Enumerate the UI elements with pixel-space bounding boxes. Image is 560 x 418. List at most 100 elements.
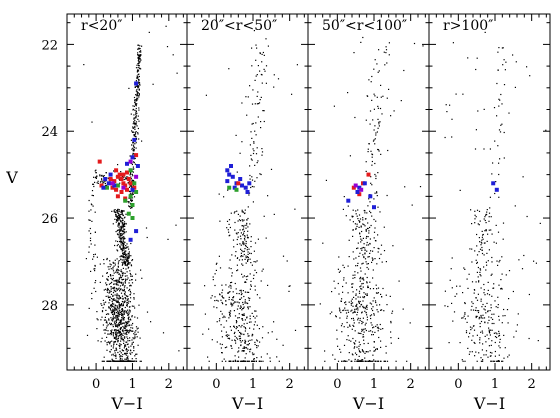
star-point	[291, 93, 293, 95]
star-point	[349, 325, 351, 327]
star-point	[131, 144, 133, 146]
star-point	[112, 270, 115, 272]
star-point	[368, 198, 370, 200]
star-point	[122, 259, 124, 261]
star-point	[359, 267, 362, 269]
highlight-point	[115, 183, 120, 188]
star-point	[129, 352, 131, 354]
star-point	[367, 205, 369, 207]
star-point	[120, 288, 122, 290]
star-point	[109, 342, 111, 344]
star-point	[480, 360, 482, 362]
star-point	[372, 288, 375, 290]
star-point	[88, 219, 90, 221]
star-point	[237, 360, 239, 362]
star-point	[111, 302, 114, 304]
star-point	[241, 350, 243, 352]
star-point	[114, 330, 116, 332]
star-point	[139, 45, 141, 47]
star-point	[470, 309, 472, 311]
star-point	[128, 319, 130, 321]
star-point	[255, 134, 257, 136]
star-point	[122, 247, 125, 249]
star-point	[366, 281, 368, 283]
star-point	[117, 217, 119, 219]
star-point	[96, 182, 98, 184]
star-point	[220, 299, 222, 301]
star-point	[242, 314, 244, 316]
star-point	[178, 350, 180, 352]
star-point	[237, 338, 239, 340]
star-point	[494, 300, 496, 302]
star-point	[124, 330, 126, 332]
star-point	[133, 142, 135, 144]
star-point	[219, 343, 221, 345]
star-point	[371, 164, 373, 166]
highlight-point	[130, 187, 135, 192]
star-point	[363, 336, 365, 338]
star-point	[90, 243, 92, 245]
star-point	[101, 310, 104, 312]
highlight-point	[234, 187, 239, 192]
star-point	[362, 286, 364, 288]
star-point	[233, 310, 235, 312]
star-point	[242, 360, 244, 362]
star-point	[372, 306, 374, 308]
star-point	[123, 236, 125, 238]
star-point	[249, 144, 251, 146]
star-point	[113, 342, 115, 344]
star-point	[375, 177, 377, 180]
star-point	[484, 335, 486, 337]
star-point	[241, 309, 243, 311]
star-point	[128, 309, 131, 311]
star-point	[354, 308, 356, 310]
star-point	[131, 186, 133, 188]
star-point	[122, 262, 124, 264]
star-point	[123, 286, 126, 288]
star-point	[364, 252, 366, 254]
star-point	[216, 299, 218, 301]
star-point	[240, 360, 243, 362]
star-point	[214, 273, 216, 275]
highlight-point	[128, 168, 133, 173]
star-point	[358, 350, 360, 352]
field-stars	[444, 31, 547, 362]
star-point	[227, 229, 229, 231]
star-point	[109, 260, 111, 262]
star-point	[248, 321, 251, 323]
star-point	[358, 255, 360, 257]
star-point	[115, 214, 117, 216]
star-point	[115, 354, 117, 356]
star-point	[252, 354, 254, 356]
star-point	[235, 134, 237, 136]
star-point	[350, 310, 352, 312]
star-point	[137, 52, 139, 54]
star-point	[241, 102, 243, 104]
star-point	[370, 303, 373, 305]
star-point	[128, 330, 130, 332]
star-point	[364, 360, 366, 362]
star-point	[135, 85, 137, 87]
star-point	[121, 275, 123, 277]
star-point	[497, 51, 499, 53]
star-point	[351, 302, 354, 304]
star-point	[241, 211, 243, 213]
star-point	[383, 310, 385, 312]
star-point	[257, 91, 259, 93]
star-point	[356, 354, 358, 356]
highlight-stars	[491, 181, 499, 192]
star-point	[129, 285, 131, 287]
star-point	[466, 278, 468, 280]
star-point	[118, 313, 120, 315]
star-point	[234, 340, 237, 342]
star-point	[375, 292, 378, 294]
star-point	[117, 300, 119, 302]
star-point	[120, 221, 122, 223]
star-point	[119, 281, 121, 283]
star-point	[122, 219, 124, 221]
star-point	[367, 285, 369, 287]
star-point	[132, 149, 134, 152]
star-point	[253, 358, 255, 360]
star-point	[242, 220, 244, 222]
star-point	[379, 107, 382, 110]
